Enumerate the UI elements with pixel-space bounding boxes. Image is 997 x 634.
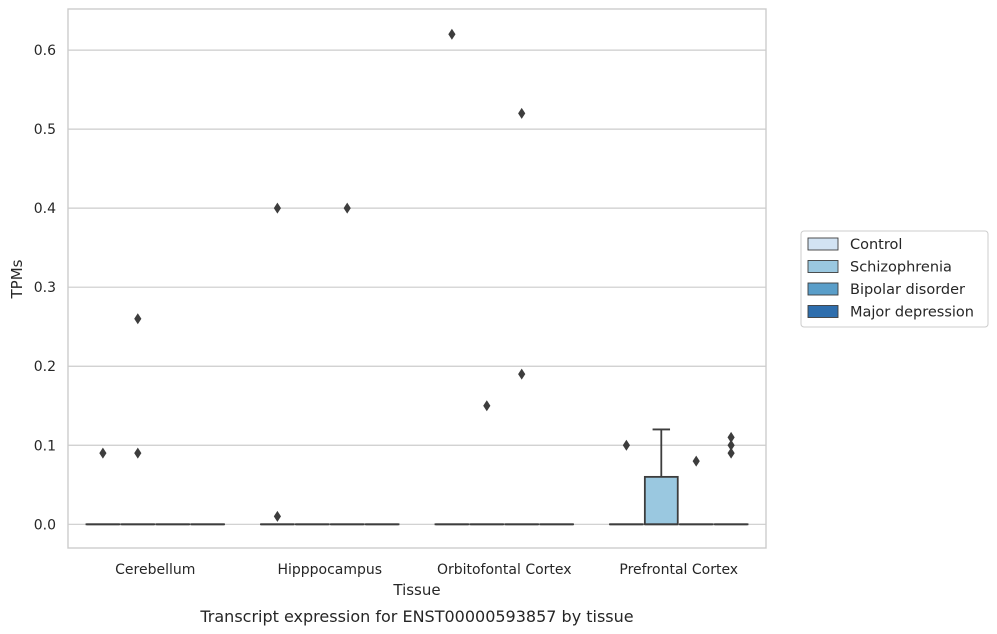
box [643, 428, 679, 526]
x-tick-labels: Cerebellum Hipppocampus Orbitofontal Corte… [115, 562, 738, 578]
legend-label: Control [850, 237, 902, 253]
y-axis-label: TPMs [8, 259, 26, 299]
outlier-point [448, 28, 456, 40]
outlier-markers [99, 28, 735, 522]
y-tick-label: 0.0 [34, 517, 56, 533]
x-tick-label: Orbitofontal Cortex [437, 562, 572, 578]
y-tick-labels: 0.0 0.1 0.2 0.3 0.4 0.5 0.6 [34, 43, 56, 533]
outlier-point [518, 107, 526, 119]
y-tick-label: 0.4 [34, 201, 56, 217]
plot-frame [67, 8, 767, 549]
y-tick-label: 0.6 [34, 43, 56, 59]
legend-label: Bipolar disorder [850, 282, 965, 298]
legend-label: Major depression [850, 305, 974, 321]
x-tick-label: Hipppocampus [277, 562, 382, 578]
y-tick-label: 0.3 [34, 280, 56, 296]
legend-label: Schizophrenia [850, 260, 952, 276]
legend-swatch [807, 237, 839, 251]
chart-caption: Transcript expression for ENST0000059385… [199, 607, 633, 626]
outlier-point [692, 455, 700, 467]
x-axis-label: Tissue [392, 581, 440, 599]
legend-swatch [807, 282, 839, 296]
outlier-point [273, 202, 281, 214]
x-tick-label: Cerebellum [115, 562, 195, 578]
outlier-point [727, 439, 735, 451]
y-tick-label: 0.5 [34, 122, 56, 138]
y-tick-label: 0.2 [34, 359, 56, 375]
outlier-point [273, 510, 281, 522]
box-body [643, 475, 679, 526]
grid-lines [68, 49, 766, 525]
box-groups [85, 428, 749, 526]
outlier-point [134, 313, 142, 325]
outlier-point [483, 400, 491, 412]
outlier-point [518, 368, 526, 380]
outlier-point [134, 447, 142, 459]
outlier-point [727, 447, 735, 459]
legend: Control Schizophrenia Bipolar disorder Majo… [800, 230, 989, 328]
x-tick-label: Prefrontal Cortex [619, 562, 738, 578]
outlier-point [622, 439, 630, 451]
outlier-point [727, 431, 735, 443]
outlier-point [99, 447, 107, 459]
outlier-point [343, 202, 351, 214]
legend-swatch [807, 305, 839, 318]
legend-frame [800, 230, 989, 328]
legend-swatch [807, 260, 839, 273]
y-tick-label: 0.1 [34, 438, 56, 454]
